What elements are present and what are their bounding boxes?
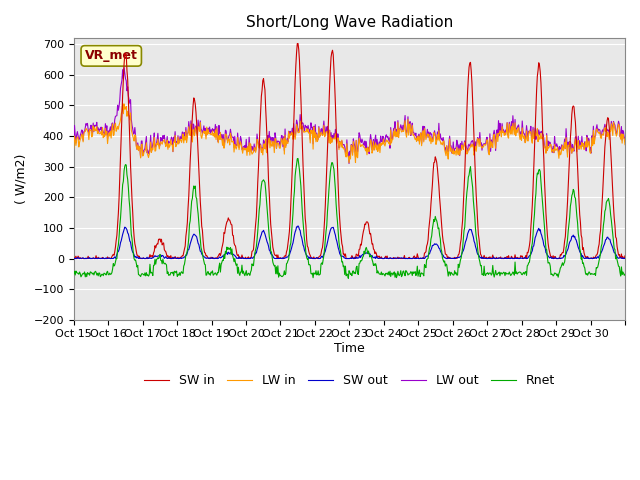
Rnet [134,272,142,277]
SW in [294,41,302,47]
SW in [621,253,629,259]
SW out [70,256,78,262]
SW out [294,223,302,229]
Rnet [263,206,271,212]
Rnet [438,255,446,261]
Rnet [294,156,302,161]
SW out [621,255,629,261]
LW in [285,129,292,134]
SW out [285,252,292,258]
LW out [264,132,271,138]
Line: Rnet: Rnet [74,158,625,278]
SW in [70,255,77,261]
X-axis label: Time: Time [334,342,365,355]
Rnet [408,270,415,276]
SW in [135,253,143,259]
Rnet [70,271,77,276]
Rnet [284,258,292,264]
SW out [438,252,446,258]
LW out [237,133,244,139]
SW in [285,235,292,241]
SW in [70,256,78,262]
LW in [408,127,415,133]
LW out [120,65,128,71]
LW out [408,125,415,131]
Title: Short/Long Wave Radiation: Short/Long Wave Radiation [246,15,453,30]
SW out [70,255,77,261]
LW in [119,100,127,106]
LW in [70,145,77,151]
LW in [438,142,446,148]
Line: LW in: LW in [74,103,625,163]
Line: LW out: LW out [74,68,625,164]
SW out [408,256,415,262]
Y-axis label: ( W/m2): ( W/m2) [15,154,28,204]
SW out [135,255,143,261]
LW in [345,160,353,166]
Rnet [621,271,629,277]
LW out [621,134,629,140]
LW out [345,161,353,167]
Legend: SW in, LW in, SW out, LW out, Rnet: SW in, LW in, SW out, LW out, Rnet [139,370,560,392]
SW out [237,255,244,261]
LW in [264,142,271,148]
Rnet [344,276,352,281]
SW in [237,255,244,261]
SW in [438,232,446,238]
LW out [70,137,77,143]
LW out [135,144,143,149]
Text: VR_met: VR_met [85,49,138,62]
LW in [237,139,244,145]
Rnet [236,273,244,278]
Line: SW in: SW in [74,44,625,259]
SW in [408,256,415,262]
LW in [621,142,629,147]
LW out [285,128,292,134]
SW in [264,155,271,161]
LW in [135,144,143,149]
LW out [438,138,446,144]
SW out [264,241,271,247]
Line: SW out: SW out [74,226,625,259]
